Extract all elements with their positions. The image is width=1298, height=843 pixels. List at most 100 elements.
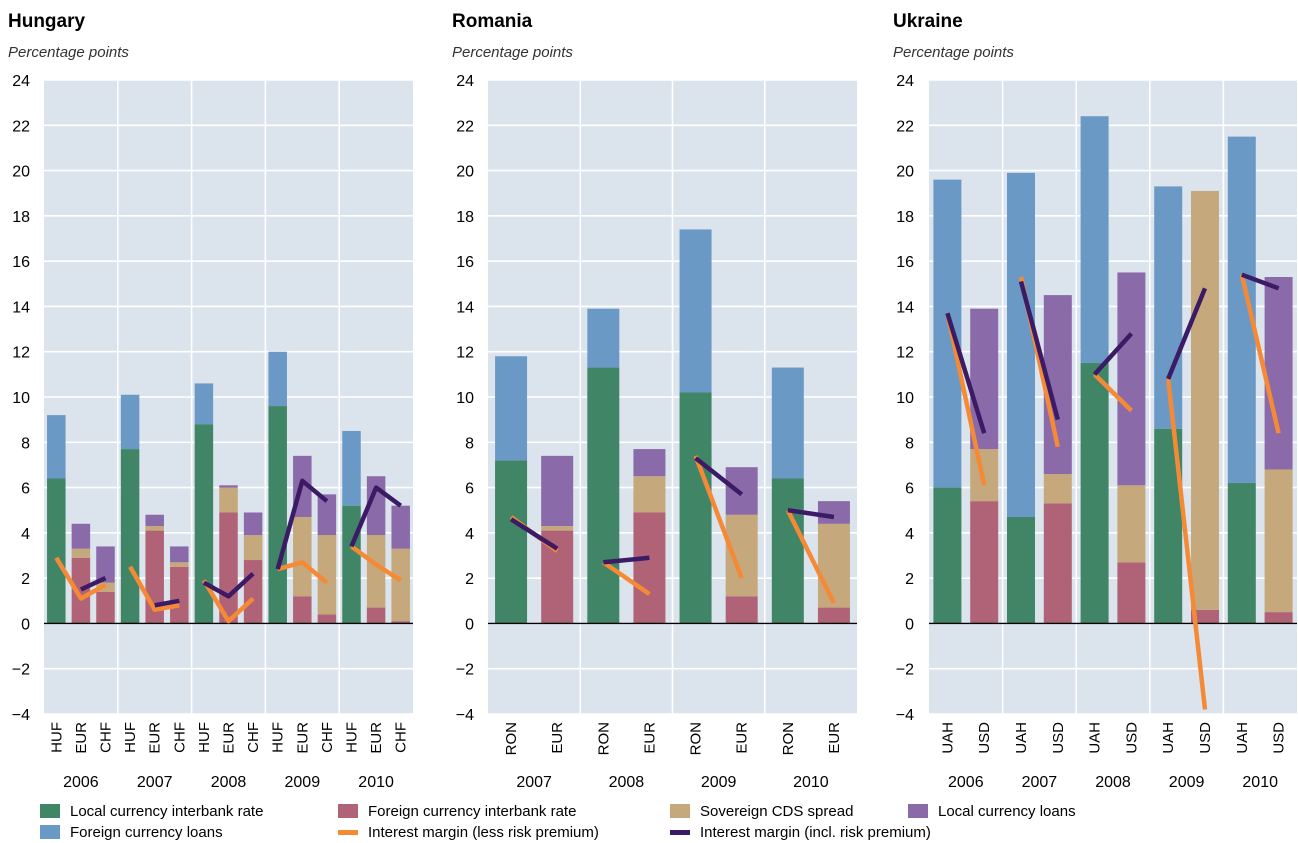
ukraine-ytick-label: 0 (905, 616, 914, 633)
legend-label-foreign-loans: Foreign currency loans (70, 823, 223, 841)
ukraine-year-label-2006: 2006 (948, 774, 984, 791)
legend-swatch-foreign-interbank (338, 804, 358, 818)
hungary-bar-2007-huf-foreign-loans (120, 394, 140, 450)
hungary-bar-2007-chf-cds (170, 562, 189, 567)
hungary-margin-incl-line-2006 (79, 576, 107, 592)
ukraine-ytick-label: 18 (896, 209, 914, 226)
ukraine-xtick-label-2006-uah: UAH (939, 722, 956, 754)
ukraine-xtick-label-2007-usd: USD (1050, 722, 1067, 754)
ukraine-margin-less-line-2010 (1239, 274, 1281, 434)
hungary-bar-2008-huf-local-interbank (194, 424, 214, 624)
ukraine-bar-2010-usd-cds (1264, 469, 1293, 613)
romania-ytick-label: 24 (456, 73, 474, 90)
romania-ytick-label: −2 (456, 662, 474, 679)
hungary-ytick-label: 20 (12, 164, 30, 181)
ukraine-bar-2008-usd-cds (1117, 485, 1146, 563)
hungary-ytick-label: 18 (12, 209, 30, 226)
ukraine-bar-2009-usd-foreign-interbank (1191, 609, 1219, 624)
romania-bar-2009-eur-foreign-interbank (725, 596, 758, 624)
hungary-bar-2008-huf-foreign-loans (194, 383, 214, 425)
hungary-xtick-label-2010-huf: HUF (344, 722, 361, 753)
romania-subtitle: Percentage points (452, 44, 573, 61)
hungary-ytick-label: 22 (12, 118, 30, 135)
hungary-year-label-2010: 2010 (358, 774, 394, 791)
hungary-bar-2007-huf-local-interbank (120, 449, 140, 624)
hungary-bar-2007-eur-cds (145, 526, 164, 531)
hungary-ytick-label: 6 (21, 481, 30, 498)
ukraine-bar-2008-uah-local-interbank (1080, 363, 1109, 624)
ukraine-ytick-label: 16 (896, 254, 914, 271)
hungary-bar-2006-eur-cds (71, 548, 91, 558)
romania-ytick-label: 8 (465, 435, 474, 452)
hungary-bar-2008-eur-local-loans (219, 485, 238, 488)
legend-line-margin-incl (670, 829, 690, 835)
hungary-ytick-label: 12 (12, 345, 30, 362)
ukraine-year-label-2009: 2009 (1169, 774, 1205, 791)
romania-bar-2008-eur-foreign-interbank (633, 512, 666, 624)
ukraine-bar-2006-usd-foreign-interbank (970, 501, 999, 624)
romania-bar-2009-eur-local-loans (725, 467, 758, 515)
legend-line-margin-less (338, 829, 358, 835)
romania-xtick-label-2007-ron: RON (503, 722, 520, 755)
hungary-bar-2007-chf-local-loans (170, 546, 189, 563)
romania-xtick-label-2009-eur: EUR (734, 722, 751, 754)
hungary-xtick-label-2006-eur: EUR (73, 722, 90, 754)
hungary-bar-2006-eur-local-loans (71, 523, 91, 549)
hungary-xtick-label-2010-eur: EUR (368, 722, 385, 754)
romania-ytick-label: 10 (456, 390, 474, 407)
hungary-xtick-label-2007-eur: EUR (147, 722, 164, 754)
romania-bar-2010-eur-foreign-interbank (817, 607, 850, 624)
hungary-bar-2009-eur-cds (293, 517, 312, 597)
romania-title: Romania (452, 11, 533, 32)
ukraine-ytick-label: 2 (905, 571, 914, 588)
romania-bar-2008-eur-cds (633, 476, 666, 513)
hungary-subtitle: Percentage points (8, 44, 129, 61)
romania-bar-2007-eur-cds (541, 526, 574, 531)
hungary-xtick-label-2008-huf: HUF (196, 722, 213, 753)
legend-item-margin-less: Interest margin (less risk premium) (338, 822, 599, 842)
legend-item-foreign-loans: Foreign currency loans (40, 822, 223, 842)
hungary-margin-incl-line-2007 (154, 598, 180, 608)
ukraine-bar-2008-usd-foreign-interbank (1117, 562, 1146, 624)
hungary-year-label-2006: 2006 (63, 774, 99, 791)
legend-item-local-loans: Local currency loans (908, 801, 1076, 821)
romania-ytick-label: 4 (465, 526, 474, 543)
ukraine-margin-less-line-2009 (1165, 378, 1208, 710)
hungary-margin-less-line-2009 (277, 560, 329, 585)
ukraine-ytick-label: 4 (905, 526, 914, 543)
hungary-bar-2010-chf-foreign-interbank (391, 621, 410, 624)
hungary-xtick-label-2006-huf: HUF (48, 722, 65, 753)
legend-swatch-foreign-loans (40, 825, 60, 839)
hungary-bar-2006-chf-local-loans (96, 546, 115, 583)
hungary-xtick-label-2008-eur: EUR (221, 722, 238, 754)
legend-swatch-local-loans (908, 804, 928, 818)
hungary-year-label-2009: 2009 (285, 774, 321, 791)
romania-ytick-label: 14 (456, 299, 474, 316)
romania-bar-2008-ron-foreign-loans (587, 308, 620, 368)
hungary-bar-2008-chf-local-loans (243, 512, 263, 536)
ukraine-xtick-label-2006-usd: USD (976, 722, 993, 754)
romania-ytick-label: 22 (456, 118, 474, 135)
hungary-xtick-label-2007-chf: CHF (171, 722, 188, 753)
ukraine-xtick-label-2007-uah: UAH (1013, 722, 1030, 754)
hungary-bar-2009-chf-foreign-interbank (317, 614, 337, 624)
hungary-bar-2008-chf-cds (243, 535, 263, 561)
romania-bar-2007-ron-local-interbank (495, 460, 528, 624)
romania-ytick-label: 18 (456, 209, 474, 226)
hungary-bar-2009-chf-cds (317, 535, 337, 615)
romania-xtick-label-2007-eur: EUR (549, 722, 566, 754)
hungary-bar-2010-huf-foreign-loans (342, 430, 361, 506)
legend-item-foreign-interbank: Foreign currency interbank rate (338, 801, 576, 821)
romania-margin-incl-line-2008 (603, 555, 650, 565)
ukraine-ytick-label: 22 (896, 118, 914, 135)
ukraine-margin-incl-line-2006 (945, 312, 987, 434)
ukraine-xtick-label-2008-uah: UAH (1087, 722, 1104, 754)
ukraine-margin-incl-line-2009 (1166, 287, 1208, 380)
romania-xtick-label-2008-eur: EUR (641, 722, 658, 754)
legend-item-local-interbank: Local currency interbank rate (40, 801, 263, 821)
ukraine-year-label-2010: 2010 (1242, 774, 1278, 791)
hungary-xtick-label-2009-chf: CHF (319, 722, 336, 753)
ukraine-ytick-label: −2 (896, 662, 914, 679)
ukraine-bar-2008-uah-foreign-loans (1080, 116, 1109, 364)
romania-xtick-label-2010-eur: EUR (826, 722, 843, 754)
